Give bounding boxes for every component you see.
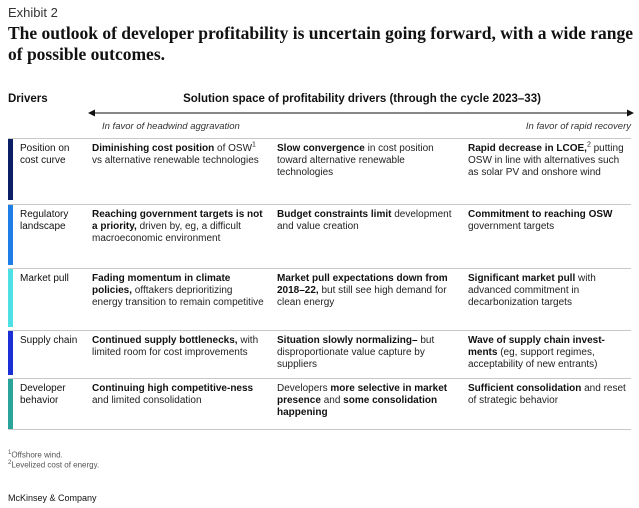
row-color-bar	[8, 379, 13, 429]
table-row: Supply chain Continued supply bottleneck…	[8, 330, 631, 375]
table-row: Regulatory landscape Reaching government…	[8, 204, 631, 265]
recovery-cell: Wave of supply chain invest-ments (eg, s…	[468, 335, 605, 370]
driver-label: Market pull	[20, 273, 69, 284]
row-color-bar	[8, 269, 13, 327]
headwind-cell: Continued supply bottlenecks, with limit…	[92, 335, 259, 358]
headwind-cell: Continuing high competitive-ness and lim…	[92, 383, 254, 406]
middle-cell: Market pull expectations down from 2018–…	[277, 273, 448, 308]
recovery-cell: Sufficient consolidation and reset of st…	[468, 383, 626, 406]
table-row: Developer behavior Continuing high compe…	[8, 378, 631, 430]
drivers-column-header: Drivers	[8, 93, 48, 105]
middle-cell: Developers more selective in market pres…	[277, 383, 448, 418]
table-row: Market pull Fading momentum in climate p…	[8, 268, 631, 327]
driver-label: Developer behavior	[20, 383, 66, 406]
headwind-cell: Reaching government targets is not a pri…	[92, 209, 263, 244]
driver-label: Supply chain	[20, 335, 78, 346]
driver-label: Regulatory landscape	[20, 209, 69, 232]
headwind-cell: Fading momentum in climate policies, off…	[92, 273, 264, 308]
recovery-direction-label: In favor of rapid recovery	[525, 121, 631, 132]
table-row: Position on cost curve Diminishing cost …	[8, 138, 631, 200]
row-color-bar	[8, 205, 13, 265]
brand-label: McKinsey & Company	[8, 493, 97, 503]
footnote-2: 2Levelized cost of energy.	[8, 460, 100, 470]
middle-cell: Situation slowly normalizing– but dispro…	[277, 335, 435, 370]
middle-cell: Slow convergence in cost position toward…	[277, 143, 434, 178]
recovery-cell: Commitment to reaching OSW government ta…	[468, 209, 613, 232]
footnote-1: 1Offshore wind.	[8, 450, 63, 460]
middle-cell: Budget constraints limit development and…	[277, 209, 452, 232]
double-arrow-icon	[88, 109, 634, 117]
solution-space-header: Solution space of profitability drivers …	[183, 93, 541, 105]
recovery-cell: Rapid decrease in LCOE,2 putting OSW in …	[468, 141, 624, 178]
headwind-direction-label: In favor of headwind aggravation	[102, 121, 240, 132]
recovery-cell: Significant market pull with advanced co…	[468, 273, 596, 308]
row-color-bar	[8, 331, 13, 375]
page-title: The outlook of developer profitability i…	[8, 23, 633, 64]
exhibit-label: Exhibit 2	[8, 5, 58, 20]
headwind-cell: Diminishing cost position of OSW1 vs alt…	[92, 141, 259, 166]
row-color-bar	[8, 139, 13, 200]
driver-label: Position on cost curve	[20, 143, 70, 166]
